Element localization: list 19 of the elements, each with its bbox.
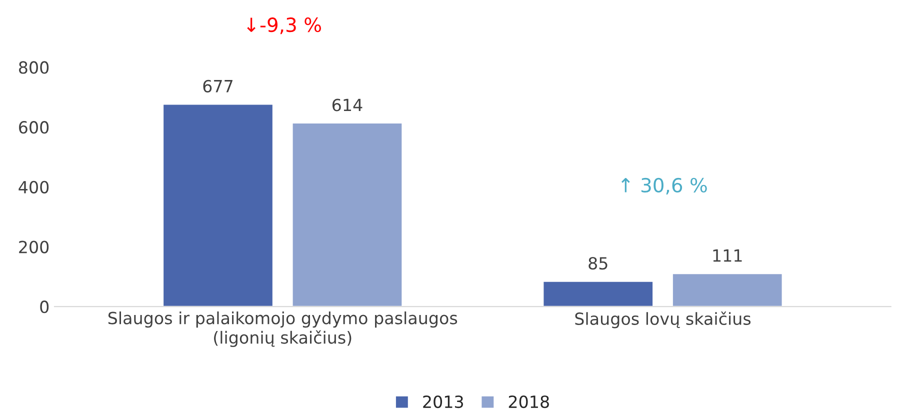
x-tick-label: Slaugos lovų skaičius	[575, 311, 751, 328]
y-tick-label: 0	[40, 300, 49, 314]
text: ↓-9,3 %	[247, 17, 321, 34]
annotation: ↑ 30,6 %	[622, 178, 707, 195]
data-label: 85	[588, 256, 608, 270]
x-tick-label: Slaugos ir palaikomojo gydymo paslaugos (ligonių skaičius)	[108, 311, 458, 348]
bar	[162, 103, 274, 307]
y-tick-label: 200	[19, 240, 49, 254]
data-label: 111	[713, 249, 742, 262]
bar	[672, 272, 784, 307]
data-label: 677	[203, 80, 232, 92]
y-tick-label: 400	[18, 180, 49, 194]
y-tick-label: 600	[19, 121, 49, 134]
bar	[542, 280, 654, 307]
bar	[291, 122, 404, 307]
legend-label: 2013	[423, 395, 464, 408]
legend-label: 2018	[508, 395, 549, 408]
data-label: 614	[332, 98, 362, 112]
y-tick-label: 800	[18, 61, 49, 74]
